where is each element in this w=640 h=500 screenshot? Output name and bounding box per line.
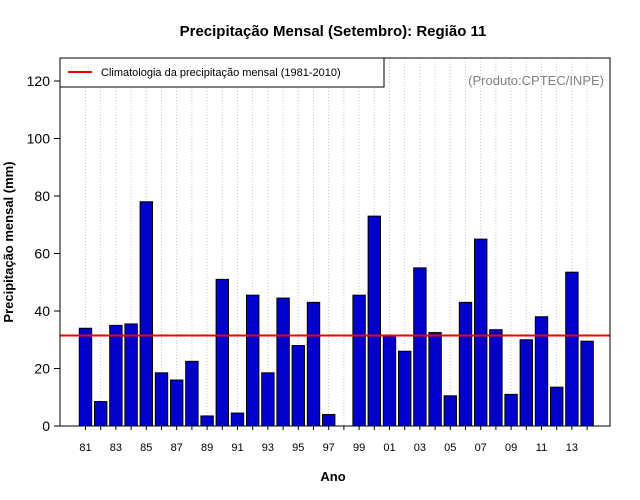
bar-85 [139,201,154,427]
bar-83 [109,324,123,427]
bar-96 [306,301,321,427]
legend-box [59,57,385,88]
x-tick-label: 11 [536,442,547,454]
x-tick-label: 81 [79,442,91,454]
bar-03 [413,267,427,427]
x-axis: 81 83 85 87 89 91 93 95 97 99 01 03 05 07 09 11 13 [79,426,588,454]
bar-12 [550,386,564,427]
y-axis: 0 20 40 60 80 100 120 [27,73,60,434]
y-tick-label: 60 [34,246,50,262]
x-tick-label: 09 [505,442,517,454]
bar-01 [382,334,397,427]
bar-04 [428,332,442,427]
chart-title: Precipitação Mensal (Setembro): Região 1… [180,23,487,40]
y-axis-label: Precipitação mensal (mm) [1,161,16,322]
bar-13 [565,271,579,427]
bar-90 [215,278,230,427]
y-tick-label: 40 [34,303,50,319]
y-tick-label: 100 [27,131,51,147]
bar-94 [276,297,290,427]
x-tick-label: 97 [323,442,335,454]
bar-02 [398,350,412,427]
y-tick-label: 120 [27,73,51,89]
bar-89 [200,415,214,427]
x-tick-label: 87 [171,442,183,454]
x-tick-label: 83 [110,442,122,454]
bar-84 [124,323,138,427]
x-tick-label: 03 [414,442,426,454]
x-tick-label: 91 [231,442,243,454]
x-tick-label: 85 [140,442,152,454]
bar-92 [246,294,260,427]
x-tick-label: 01 [383,442,395,454]
bar-14 [580,340,594,427]
bar-91 [230,412,245,427]
bar-09 [504,393,518,427]
bar-08 [489,329,503,427]
x-tick-label: 13 [566,442,578,454]
bar-05 [443,395,458,427]
bar-86 [154,372,169,427]
bar-82 [94,401,108,427]
bar-07 [474,238,488,427]
y-tick-label: 0 [42,418,50,434]
bar-93 [261,372,275,427]
x-tick-label: 05 [444,442,456,454]
x-tick-label: 93 [262,442,274,454]
bar-11 [534,316,549,427]
y-tick-label: 80 [34,188,50,204]
legend: Climatologia da precipitação mensal (198… [59,57,385,88]
bar-10 [519,339,533,427]
x-tick-label: 99 [353,442,365,454]
bar-87 [170,379,184,427]
bar-00 [367,215,382,427]
bar-06 [458,301,473,427]
bar-88 [185,360,199,427]
x-tick-label: 95 [292,442,304,454]
x-tick-label: 07 [475,442,487,454]
bar-81 [78,327,93,427]
x-tick-label: 89 [201,442,213,454]
x-axis-label: Ano [320,469,345,484]
bars [78,201,594,427]
grid-lines [85,58,588,426]
bar-95 [291,345,306,427]
bar-97 [322,414,336,427]
watermark: (Produto:CPTEC/INPE) [468,73,604,88]
legend-label: Climatologia da precipitação mensal (198… [101,67,341,79]
bar-99 [352,294,366,427]
y-tick-label: 20 [34,361,50,377]
